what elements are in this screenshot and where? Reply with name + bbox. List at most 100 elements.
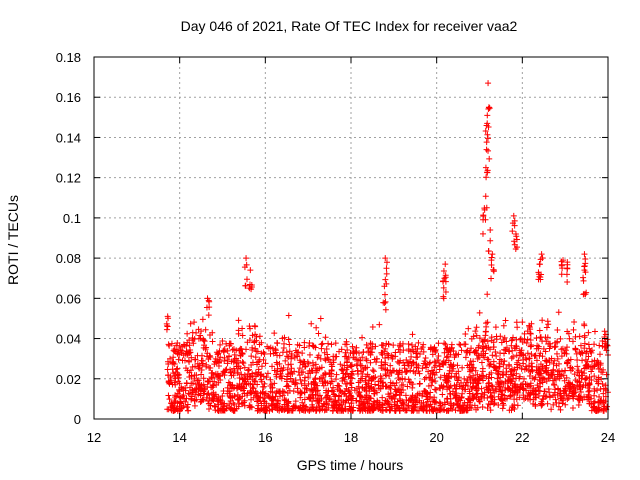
data-point bbox=[299, 350, 306, 357]
data-point bbox=[247, 373, 254, 380]
data-point bbox=[256, 333, 263, 340]
data-point bbox=[198, 366, 205, 373]
data-point bbox=[591, 341, 598, 348]
data-point bbox=[170, 354, 177, 361]
data-point bbox=[356, 392, 363, 399]
data-point bbox=[483, 344, 490, 351]
data-point bbox=[227, 380, 234, 387]
data-point bbox=[516, 352, 523, 359]
data-point bbox=[190, 340, 197, 347]
data-point bbox=[196, 365, 203, 372]
data-point bbox=[446, 370, 453, 377]
data-point bbox=[386, 372, 393, 379]
data-point bbox=[191, 397, 198, 404]
data-point bbox=[426, 374, 433, 381]
data-point bbox=[287, 375, 294, 382]
data-point bbox=[338, 401, 345, 408]
data-point bbox=[603, 371, 610, 378]
data-point bbox=[369, 349, 376, 356]
data-point bbox=[490, 358, 497, 365]
data-point bbox=[376, 321, 383, 328]
data-point bbox=[362, 365, 369, 372]
data-point bbox=[600, 397, 607, 404]
data-point bbox=[372, 381, 379, 388]
data-point bbox=[305, 394, 312, 401]
data-point bbox=[537, 350, 544, 357]
data-point bbox=[428, 377, 435, 384]
data-point bbox=[164, 358, 171, 365]
data-point bbox=[553, 362, 560, 369]
data-point bbox=[184, 401, 191, 408]
data-point bbox=[227, 369, 234, 376]
data-point bbox=[476, 398, 483, 405]
data-point bbox=[537, 383, 544, 390]
data-point bbox=[225, 379, 232, 386]
data-point bbox=[236, 347, 243, 354]
data-point bbox=[560, 372, 567, 379]
data-point bbox=[540, 392, 547, 399]
data-point bbox=[402, 376, 409, 383]
data-point bbox=[238, 400, 245, 407]
data-point bbox=[191, 319, 198, 326]
data-point bbox=[284, 390, 291, 397]
data-point bbox=[581, 251, 588, 258]
data-point bbox=[421, 358, 428, 365]
data-point bbox=[503, 338, 510, 345]
data-point bbox=[360, 348, 367, 355]
data-point bbox=[586, 373, 593, 380]
data-point bbox=[482, 193, 489, 200]
data-point bbox=[327, 380, 334, 387]
data-point bbox=[356, 350, 363, 357]
data-point bbox=[451, 374, 458, 381]
data-point bbox=[301, 396, 308, 403]
data-point bbox=[268, 395, 275, 402]
data-point bbox=[540, 345, 547, 352]
data-point bbox=[561, 377, 568, 384]
y-tick-label: 0.08 bbox=[56, 251, 81, 266]
data-point bbox=[494, 375, 501, 382]
data-point bbox=[165, 406, 172, 413]
data-point bbox=[184, 407, 191, 414]
data-point bbox=[469, 384, 476, 391]
data-point bbox=[535, 387, 542, 394]
data-point bbox=[407, 397, 414, 404]
data-point bbox=[442, 359, 449, 366]
data-point bbox=[499, 371, 506, 378]
data-point bbox=[296, 365, 303, 372]
data-point bbox=[203, 304, 210, 311]
data-point bbox=[239, 332, 246, 339]
data-point bbox=[314, 382, 321, 389]
data-point bbox=[294, 341, 301, 348]
data-point bbox=[328, 387, 335, 394]
data-point bbox=[417, 403, 424, 410]
data-point bbox=[189, 380, 196, 387]
data-point bbox=[247, 390, 254, 397]
data-point bbox=[217, 354, 224, 361]
data-point bbox=[500, 372, 507, 379]
data-point bbox=[248, 362, 255, 369]
data-points bbox=[163, 80, 611, 414]
data-point bbox=[591, 363, 598, 370]
data-point bbox=[437, 374, 444, 381]
data-point bbox=[249, 332, 256, 339]
data-point bbox=[343, 341, 350, 348]
data-point bbox=[536, 327, 543, 334]
data-point bbox=[536, 370, 543, 377]
data-point bbox=[192, 356, 199, 363]
data-point bbox=[221, 369, 228, 376]
data-point bbox=[298, 380, 305, 387]
data-point bbox=[498, 358, 505, 365]
data-point bbox=[381, 300, 388, 307]
data-point bbox=[409, 384, 416, 391]
data-point bbox=[313, 324, 320, 331]
data-point bbox=[359, 334, 366, 341]
data-point bbox=[567, 356, 574, 363]
data-point bbox=[501, 350, 508, 357]
data-point bbox=[410, 348, 417, 355]
data-point bbox=[280, 344, 287, 351]
data-point bbox=[550, 392, 557, 399]
data-point bbox=[384, 398, 391, 405]
data-point bbox=[300, 368, 307, 375]
data-point bbox=[439, 391, 446, 398]
data-point bbox=[299, 399, 306, 406]
